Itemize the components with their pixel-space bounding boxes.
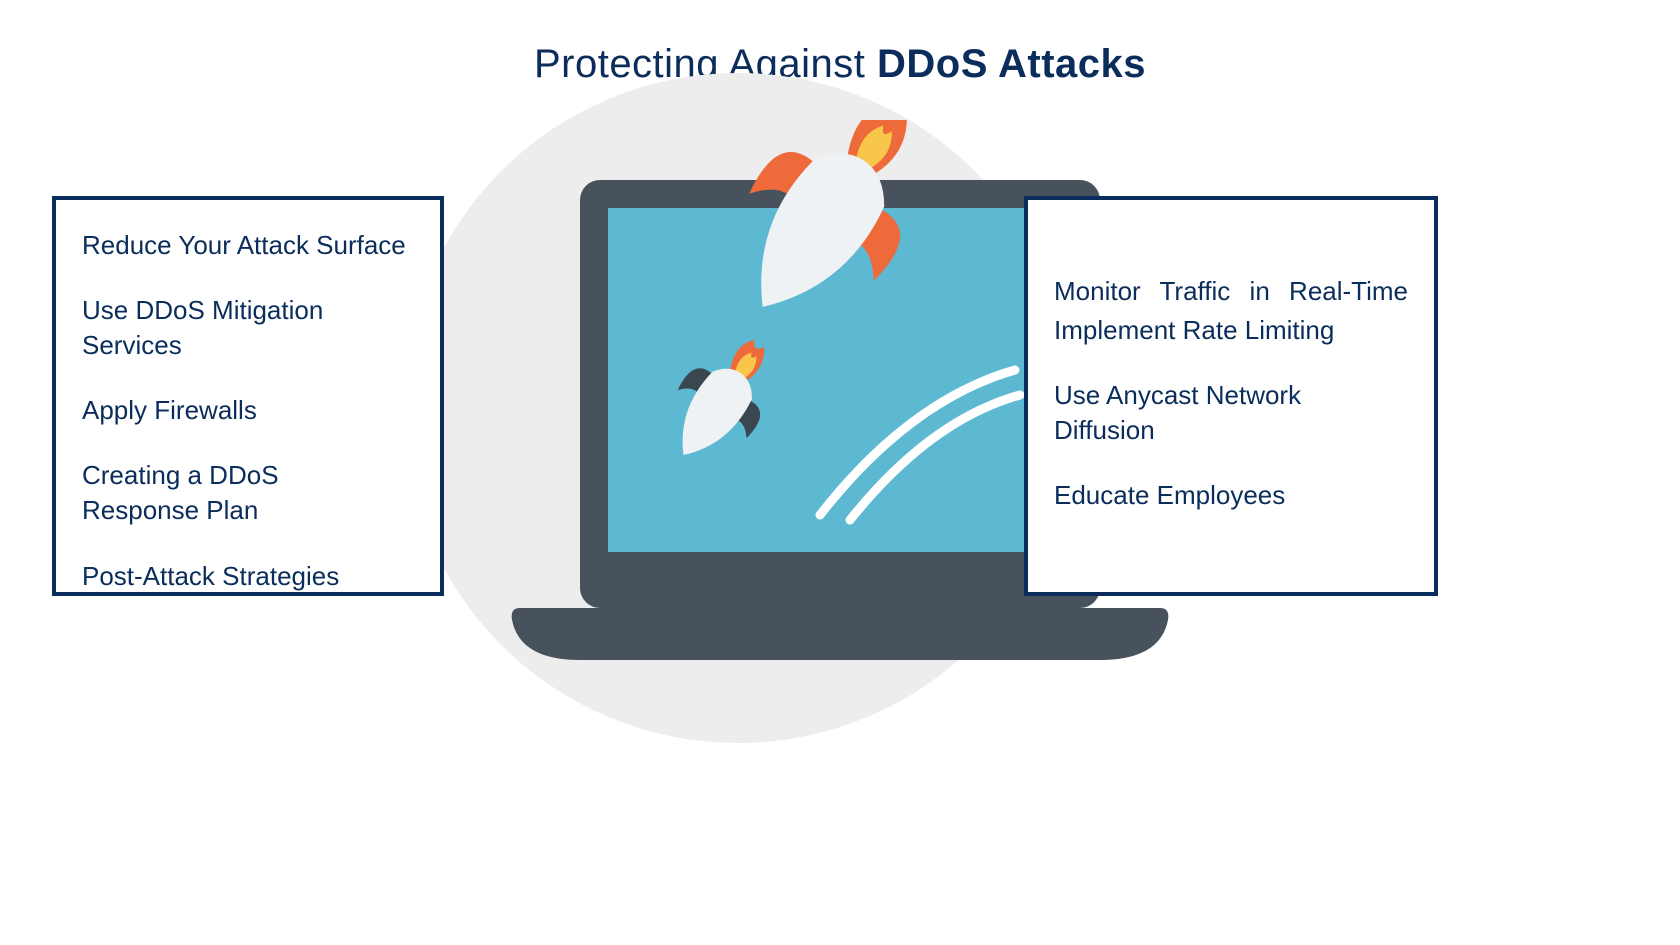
list-item: Creating a DDoS Response Plan (82, 458, 342, 528)
list-item: Post-Attack Strategies (82, 559, 414, 594)
list-item: Monitor Traffic in Real-Time (1054, 274, 1408, 309)
list-item: Implement Rate Limiting (1054, 313, 1408, 348)
list-item: Use Anycast Network Diffusion (1054, 378, 1408, 448)
left-list-box: Reduce Your Attack Surface Use DDoS Miti… (52, 196, 444, 596)
list-item: Apply Firewalls (82, 393, 414, 428)
right-list-box: Monitor Traffic in Real-Time Implement R… (1024, 196, 1438, 596)
laptop-base-icon (512, 608, 1169, 660)
list-item: Educate Employees (1054, 478, 1408, 513)
list-item: Reduce Your Attack Surface (82, 228, 414, 263)
title-bold: DDoS Attacks (877, 42, 1146, 86)
page-title: Protecting Against DDoS Attacks (0, 42, 1680, 87)
list-item: Use DDoS Mitigation Services (82, 293, 414, 363)
